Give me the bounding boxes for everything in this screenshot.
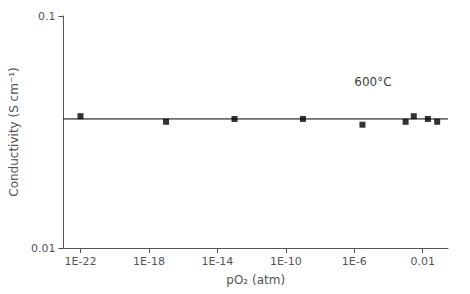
svg-text:1E-14: 1E-14 (201, 255, 233, 268)
svg-text:600°C: 600°C (354, 75, 391, 89)
svg-text:0.01: 0.01 (31, 242, 56, 255)
svg-text:pO₂ (atm): pO₂ (atm) (226, 273, 285, 287)
svg-text:Conductivity (S cm⁻¹): Conductivity (S cm⁻¹) (7, 67, 21, 196)
svg-text:1E-10: 1E-10 (270, 255, 302, 268)
svg-text:1E-6: 1E-6 (342, 255, 367, 268)
svg-text:1E-22: 1E-22 (65, 255, 97, 268)
svg-text:0.01: 0.01 (410, 255, 435, 268)
svg-text:1E-18: 1E-18 (133, 255, 165, 268)
svg-text:0.1: 0.1 (38, 10, 56, 23)
